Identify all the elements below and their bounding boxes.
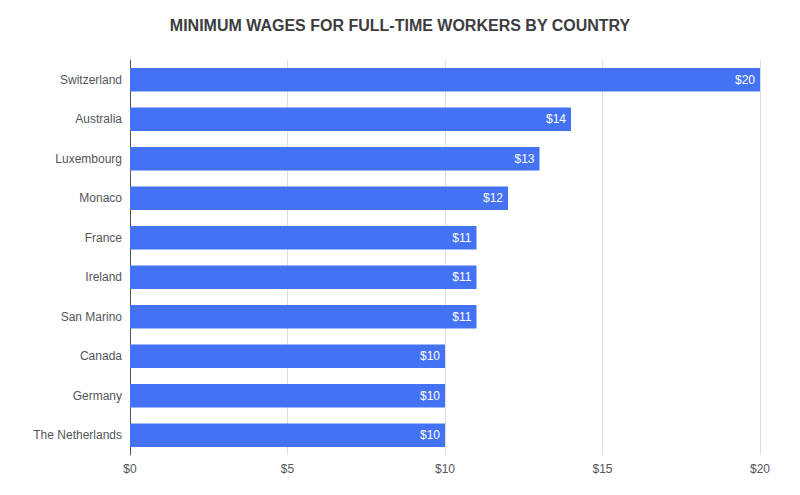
svg-text:$20: $20 bbox=[750, 462, 770, 476]
svg-text:Ireland: Ireland bbox=[85, 270, 122, 284]
svg-text:$10: $10 bbox=[420, 389, 440, 403]
svg-text:Australia: Australia bbox=[75, 112, 122, 126]
svg-text:San Marino: San Marino bbox=[61, 310, 123, 324]
svg-text:$20: $20 bbox=[735, 73, 755, 87]
svg-text:$13: $13 bbox=[514, 152, 534, 166]
svg-text:$10: $10 bbox=[420, 428, 440, 442]
svg-text:$12: $12 bbox=[483, 191, 503, 205]
svg-text:$11: $11 bbox=[452, 231, 471, 245]
svg-text:Germany: Germany bbox=[73, 389, 122, 403]
svg-text:France: France bbox=[85, 231, 123, 245]
svg-text:MINIMUM WAGES FOR FULL-TIME WO: MINIMUM WAGES FOR FULL-TIME WORKERS BY C… bbox=[170, 17, 631, 34]
svg-text:Canada: Canada bbox=[80, 349, 122, 363]
svg-text:$11: $11 bbox=[452, 270, 471, 284]
svg-text:$10: $10 bbox=[435, 462, 455, 476]
svg-text:The Netherlands: The Netherlands bbox=[33, 428, 122, 442]
svg-text:Monaco: Monaco bbox=[79, 191, 122, 205]
svg-text:$5: $5 bbox=[281, 462, 295, 476]
svg-text:$15: $15 bbox=[592, 462, 612, 476]
svg-text:$10: $10 bbox=[420, 349, 440, 363]
svg-text:$11: $11 bbox=[452, 310, 471, 324]
svg-text:$14: $14 bbox=[546, 112, 566, 126]
svg-text:Switzerland: Switzerland bbox=[60, 73, 122, 87]
svg-text:Luxembourg: Luxembourg bbox=[55, 152, 122, 166]
svg-text:$0: $0 bbox=[123, 462, 137, 476]
